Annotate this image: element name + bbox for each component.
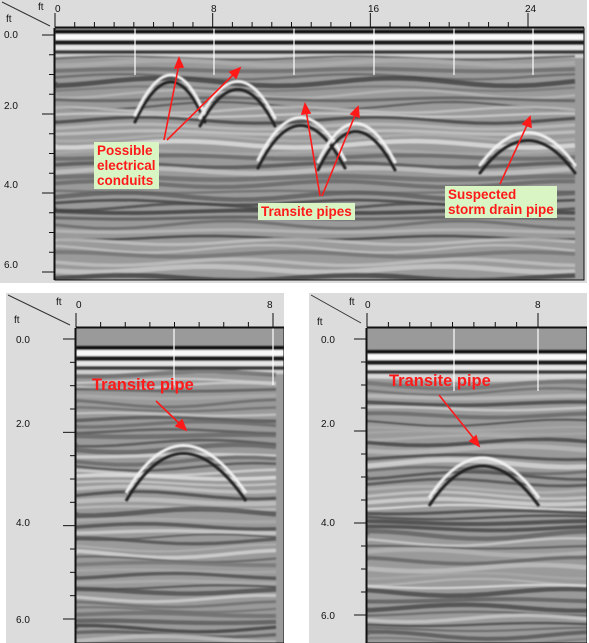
y-axis-ticks [354,338,366,616]
y-tick-label-6: 6.0 [321,611,335,622]
annotation-storm-drain: Suspected storm drain pipe [445,186,557,219]
y-tick-label-0: 0.0 [16,335,30,346]
annotation-transite-pipe: Transite pipe [389,372,491,390]
gpr-panel-bottom-right-svg: ft ft 0 8 0.0 2.0 4.0 6.0 [310,294,587,643]
arrow-head [300,101,312,115]
gpr-panel-bottom-right: ft ft 0 8 0.0 2.0 4.0 6.0 Tran [309,293,587,643]
arrow-head [173,55,185,69]
y-tick-label-2: 2.0 [16,419,30,430]
x-unit-label: ft [349,297,355,308]
annotation-electrical-conduits: Possible electrical conduits [94,142,159,190]
arrow-head [521,115,532,129]
x-tick-label-24: 24 [525,4,537,15]
annotation-arrows [438,394,481,448]
x-tick-label-8: 8 [267,300,273,311]
x-axis-ticks [366,313,539,327]
annotation-transite-pipe: Transite pipe [92,376,194,394]
annotation-transite-pipes: Transite pipes [258,203,355,221]
y-tick-label-4: 4.0 [16,518,30,529]
arrow-head [174,418,188,432]
x-axis-ticks [54,13,529,27]
x-tick-label-8: 8 [535,300,541,311]
y-tick-label-4: 4.0 [321,518,335,529]
y-tick-label-6: 6.0 [16,615,30,626]
x-axis-ticks [75,313,274,327]
arrow-transite-1 [305,109,321,197]
x-tick-label-0: 0 [365,300,371,311]
y-unit-label: ft [6,14,12,25]
y-tick-label-2: 2.0 [321,419,335,430]
x-unit-label: ft [56,297,62,308]
y-axis-ticks [63,338,75,620]
arrow-conduit-2 [166,71,237,141]
x-unit-label: ft [38,2,44,13]
radargram-image [367,328,587,643]
corner-divider [310,294,362,324]
arrow-transite-2 [321,112,357,197]
y-tick-label-2: 2.0 [4,101,18,112]
arrow-storm-drain [499,122,529,185]
radargram-image [55,28,584,280]
y-axis-ticks [42,34,54,273]
annotation-arrows [163,55,532,197]
y-tick-label-0: 0.0 [4,30,18,41]
x-tick-label-8: 8 [211,4,217,15]
corner-divider [7,294,71,326]
gpr-panel-bottom-left: ft ft 0 8 0.0 2.0 4.0 6.0 Tran [6,293,284,643]
y-unit-label: ft [14,315,20,326]
gpr-panel-top: ft ft 0 8 16 24 0.0 2.0 4.0 6.0 [0,0,587,283]
arrow-transite [438,394,476,441]
y-unit-label: ft [317,317,323,328]
arrow-head [349,105,360,119]
x-tick-label-16: 16 [368,4,380,15]
arrow-head [468,434,481,448]
y-tick-label-6: 6.0 [4,260,18,271]
corner-divider [1,1,51,27]
arrow-conduit-1 [163,63,180,141]
y-tick-label-4: 4.0 [4,180,18,191]
arrow-head [228,66,242,80]
annotation-arrows [155,400,188,432]
gpr-panel-bottom-left-svg: ft ft 0 8 0.0 2.0 4.0 6.0 [7,294,284,643]
y-tick-label-0: 0.0 [321,335,335,346]
gpr-panel-top-svg: ft ft 0 8 16 24 0.0 2.0 4.0 6.0 [1,1,585,281]
arrow-transite [155,400,182,426]
x-tick-label-0: 0 [76,300,82,311]
radargram-image [76,328,284,643]
x-tick-label-0: 0 [55,4,61,15]
